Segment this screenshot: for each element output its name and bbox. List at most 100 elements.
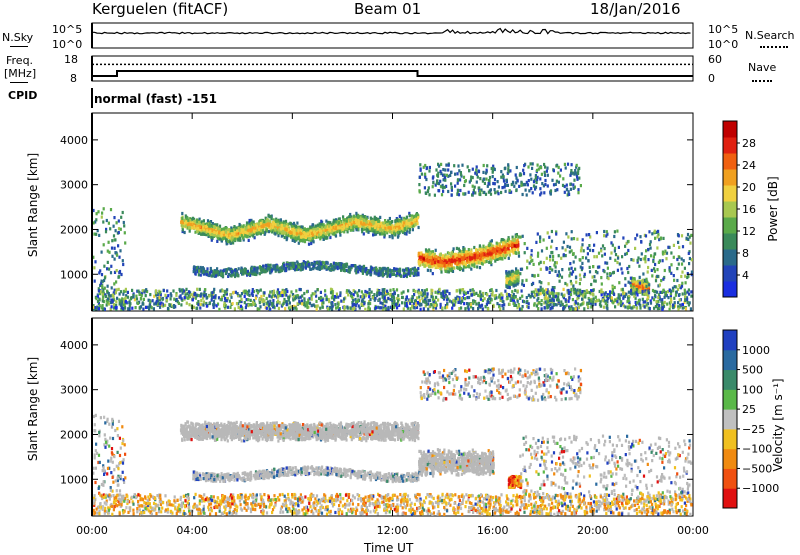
power-pixel [598,252,600,255]
power-pixel [124,231,126,234]
power-pixel [432,177,434,180]
power-pixel [295,265,297,268]
power-pixel [650,247,652,250]
power-pixel [350,218,352,221]
power-pixel [274,223,276,226]
power-pixel [441,193,443,196]
power-pixel [478,169,480,172]
power-pixel [216,240,218,243]
power-pixel [492,167,494,170]
power-pixel [427,249,429,252]
power-pixel [118,275,120,278]
power-pixel [494,188,496,191]
power-pixel [674,285,676,288]
power-pixel [504,251,506,254]
power-pixel [428,193,430,196]
power-pixel [283,267,285,270]
power-pixel [94,260,96,263]
power-pixel [288,267,290,270]
power-pixel [475,169,477,172]
power-pixel [414,218,416,221]
power-pixel [202,222,204,225]
power-pixel [207,219,209,222]
power-pixel [472,168,474,171]
power-pixel [485,172,487,175]
power-pixel [107,261,109,264]
power-pixel [122,263,124,266]
power-pixel [551,179,553,182]
power-pixel [632,259,634,262]
power-pixel [512,273,514,276]
power-pixel [313,240,315,243]
power-pixel [464,180,466,183]
power-pixel [411,217,413,220]
power-pixel [333,219,335,222]
power-pixel [348,268,350,271]
nsky-panel-frame [92,23,693,48]
power-pixel [399,215,401,218]
power-pixel [337,267,339,270]
power-pixel [474,256,476,259]
power-pixel [448,164,450,167]
power-pixel [385,272,387,275]
power-pixel [446,174,448,177]
power-pixel [292,239,294,242]
power-pixel [482,245,484,248]
power-pixel [479,257,481,260]
power-pixel [499,244,501,247]
power-pixel [251,228,253,231]
power-pixel [630,258,632,261]
power-pixel [342,218,344,221]
power-pixel [514,244,516,247]
power-pixel [218,231,220,234]
power-pixel [576,164,578,167]
power-pixel [94,280,96,283]
power-pixel [419,176,421,179]
power-pixel [571,163,573,166]
power-pixel [309,226,311,229]
power-pixel [332,226,334,229]
power-pixel [445,256,447,259]
power-pixel [532,162,534,165]
power-pixel [504,167,506,170]
power-pixel [389,222,391,225]
power-pixel [314,225,316,228]
power-pixel [565,166,567,169]
power-pixel [305,233,307,236]
power-pixel [430,269,432,272]
power-pixel [448,259,450,262]
power-pixel [500,176,502,179]
power-pixel [326,261,328,264]
power-pixel [379,232,381,235]
power-pixel [435,265,437,268]
power-pixel [389,274,391,277]
power-pixel [537,232,539,235]
power-pixel [374,216,376,219]
power-pixel [392,273,394,276]
power-pixel [539,240,541,243]
power-pixel [412,228,414,231]
power-pixel [582,256,584,259]
power-pixel [266,228,268,231]
power-pixel [283,264,285,267]
power-pixel [678,234,680,237]
power-pixel [454,185,456,188]
power-pixel [603,234,605,237]
power-pixel [181,212,183,215]
power-pixel [310,262,312,265]
freq-series [92,56,693,108]
power-pixel [321,266,323,269]
power-pixel [564,163,566,166]
power-pixel [323,261,325,264]
power-pixel [601,254,603,257]
power-pixel [483,191,485,194]
power-pixel [432,181,434,184]
power-pixel [366,228,368,231]
power-pixel [223,227,225,230]
power-pixel [272,221,274,224]
power-pixel [400,275,402,278]
power-pixel [115,229,117,232]
power-pixel [274,232,276,235]
power-pixel [426,259,428,262]
power-pixel [515,189,517,192]
